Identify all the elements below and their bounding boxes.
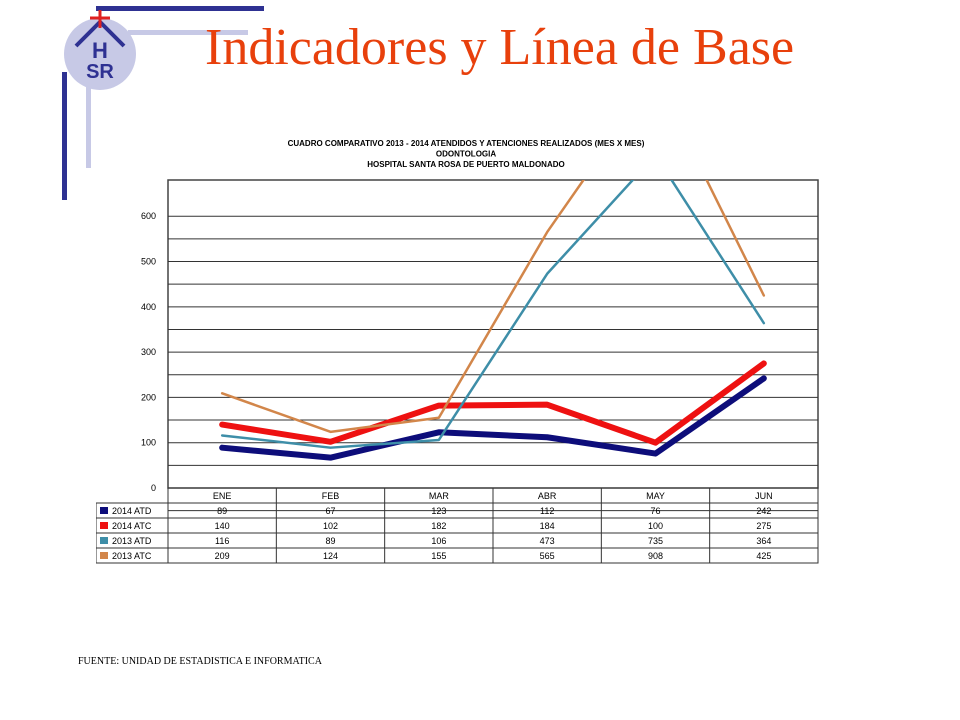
data-table-value: 140 [215, 521, 230, 531]
data-table-value: 242 [756, 506, 771, 516]
data-table-value: 100 [648, 521, 663, 531]
legend-label: 2014 ATC [112, 521, 152, 531]
data-table-value: 184 [540, 521, 555, 531]
legend-swatch [100, 552, 108, 559]
legend-swatch [100, 507, 108, 514]
series-line [220, 180, 766, 449]
data-table-value: 123 [431, 506, 446, 516]
data-table-value: 908 [648, 551, 663, 561]
legend-label: 2013 ATD [112, 536, 152, 546]
data-table-value: 102 [323, 521, 338, 531]
data-table-value: 106 [431, 536, 446, 546]
data-table-value: 89 [325, 536, 335, 546]
legend-swatch [100, 537, 108, 544]
accent-bar-top [96, 6, 264, 11]
chart-title-line: ODONTOLOGIA [436, 150, 497, 159]
data-table-value: 112 [540, 506, 554, 516]
data-table-value: 209 [215, 551, 230, 561]
accent-bar-top-light [128, 30, 248, 35]
legend-swatch [100, 522, 108, 529]
data-table-value: 116 [215, 536, 229, 546]
series-line [219, 375, 767, 461]
svg-text:SR: SR [86, 61, 114, 83]
series-line [219, 360, 767, 446]
data-table-value: 425 [756, 551, 771, 561]
x-tick-label: FEB [322, 491, 340, 501]
hospital-logo: H SR [62, 8, 146, 92]
series-line [220, 180, 766, 434]
line-chart: CUADRO COMPARATIVO 2013 - 2014 ATENDIDOS… [96, 128, 824, 570]
data-table-value: 67 [325, 506, 335, 516]
data-table-value: 565 [540, 551, 555, 561]
source-note: FUENTE: UNIDAD DE ESTADISTICA E INFORMAT… [78, 656, 322, 667]
data-table-value: 364 [756, 536, 771, 546]
data-table-value: 182 [431, 521, 446, 531]
legend-label: 2014 ATD [112, 506, 152, 516]
data-table-value: 76 [650, 506, 660, 516]
y-tick-label: 100 [141, 438, 156, 448]
x-tick-label: MAR [429, 491, 450, 501]
legend-label: 2013 ATC [112, 551, 152, 561]
y-tick-label: 300 [141, 347, 156, 357]
chart-title-line: CUADRO COMPARATIVO 2013 - 2014 ATENDIDOS… [288, 139, 645, 148]
data-table-value: 275 [756, 521, 771, 531]
y-tick-label: 200 [141, 392, 156, 402]
y-tick-label: 500 [141, 257, 156, 267]
data-table-value: 124 [323, 551, 338, 561]
y-tick-label: 0 [151, 483, 156, 493]
data-table-value: 735 [648, 536, 663, 546]
y-tick-label: 400 [141, 302, 156, 312]
chart-svg: CUADRO COMPARATIVO 2013 - 2014 ATENDIDOS… [96, 128, 824, 570]
x-tick-label: ENE [213, 491, 232, 501]
x-tick-label: MAY [646, 491, 665, 501]
accent-bar-left [62, 72, 67, 200]
x-tick-label: ABR [538, 491, 557, 501]
svg-text:H: H [92, 38, 108, 63]
chart-background [96, 128, 824, 570]
slide-title: Indicadores y Línea de Base [205, 19, 795, 76]
table-row [96, 547, 819, 564]
chart-title-line: HOSPITAL SANTA ROSA DE PUERTO MALDONADO [367, 160, 565, 169]
y-tick-label: 600 [141, 211, 156, 221]
x-tick-label: JUN [755, 491, 773, 501]
accent-bar-left-light [86, 84, 91, 168]
data-table-value: 155 [431, 551, 446, 561]
data-table-value: 89 [217, 506, 227, 516]
data-table-value: 473 [540, 536, 555, 546]
